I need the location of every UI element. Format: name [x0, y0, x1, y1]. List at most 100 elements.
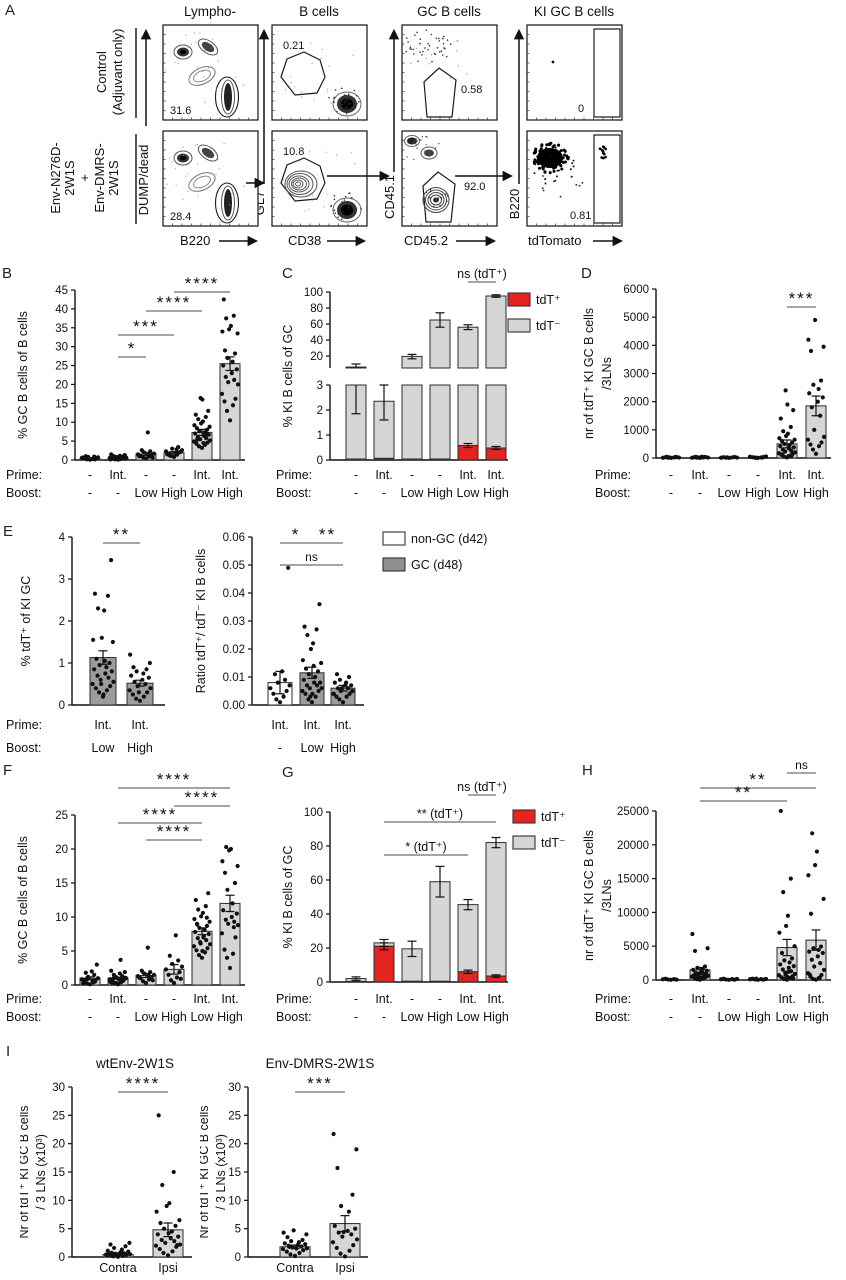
scatter-point — [813, 451, 819, 456]
bar-tdt-neg — [429, 384, 451, 460]
panel-label-f: F — [3, 762, 13, 779]
sig-label: ** (tdT⁺) — [417, 807, 463, 821]
density-dot — [312, 199, 314, 201]
xrow-label: Prime: — [595, 992, 631, 1006]
scatter-point — [691, 967, 696, 972]
scatter-point — [705, 455, 711, 460]
scatter-point — [202, 927, 207, 933]
scatter-point — [200, 419, 205, 424]
scatter-point — [789, 440, 795, 445]
scatter-point — [689, 455, 695, 460]
scatter-point — [275, 680, 280, 685]
scatter-point — [318, 680, 323, 685]
scatter-point — [809, 957, 814, 962]
scatter-point — [778, 444, 783, 449]
scatter-point — [817, 975, 822, 980]
xrow-value: - — [756, 468, 760, 482]
xrow-label: Boost: — [595, 1010, 630, 1024]
xrow-value: - — [382, 1010, 386, 1024]
scatter-point — [176, 958, 181, 963]
xrow-value: - — [116, 486, 120, 500]
scatter-point — [201, 440, 206, 446]
xrow-value: - — [698, 1010, 702, 1024]
scatter-point — [136, 690, 141, 695]
scatter-point — [201, 433, 206, 438]
scatter-point — [153, 1243, 159, 1248]
scatter-point — [287, 1244, 292, 1249]
y-tick-label: 4 — [59, 532, 66, 544]
scatter-point — [103, 671, 108, 676]
xrow-value: Int. — [193, 468, 210, 482]
y-axis-title: Nr of tdT⁺ KI GC B cells — [20, 1105, 31, 1238]
scatter-point — [204, 431, 209, 437]
density-dot — [174, 62, 176, 64]
density-dot — [203, 76, 205, 78]
legend-swatch — [512, 809, 536, 824]
scatter-point — [166, 972, 171, 977]
y-tick-label: 25 — [52, 1110, 65, 1122]
y-tick-label: 3 — [317, 380, 323, 392]
density-dot — [311, 194, 313, 196]
scatter-point — [141, 671, 146, 676]
scatter-point — [819, 440, 824, 445]
density-dot — [533, 172, 536, 175]
scatter-point — [168, 1236, 173, 1241]
scatter-point — [170, 446, 175, 451]
density-dot — [559, 154, 562, 157]
density-dot — [542, 189, 545, 192]
density-dot — [559, 195, 562, 198]
y-axis-title: nr of tdT⁺ KI GC B cells — [582, 830, 596, 961]
y-axis-title: / 3 LNs (x10³) — [214, 1134, 228, 1210]
scatter-point — [94, 656, 99, 661]
scatter-point — [300, 688, 305, 694]
density-dot — [541, 187, 544, 190]
y-tick-label: 0.04 — [223, 588, 246, 600]
scatter-point — [108, 558, 114, 563]
density-dot — [323, 206, 325, 208]
scatter-point — [308, 646, 314, 652]
density-dot — [202, 70, 204, 73]
density-dot — [410, 62, 412, 65]
gate-value: 31.6 — [170, 105, 191, 117]
density-dot — [575, 183, 578, 186]
scatter-point — [813, 862, 818, 868]
density-dot — [427, 42, 430, 45]
density-dot — [343, 199, 346, 201]
density-dot — [196, 66, 198, 68]
xrow-value: Low — [401, 1010, 425, 1024]
scatter-point — [808, 348, 814, 354]
scatter-point — [192, 423, 197, 428]
scatter-point — [168, 978, 174, 983]
scatter-point — [308, 694, 313, 699]
density-dot — [347, 204, 350, 206]
x-axis-label-cd38: CD38 — [288, 233, 321, 248]
xrow-label: Boost: — [6, 1010, 41, 1024]
y-tick-label: 0.03 — [223, 616, 245, 628]
density-dot — [424, 150, 426, 152]
scatter-point — [307, 686, 312, 691]
xrow-value: Int. — [487, 468, 504, 482]
density-dot — [185, 175, 187, 177]
xrow-value: - — [438, 992, 442, 1006]
xrow-value: Low — [457, 486, 481, 500]
density-dot — [564, 160, 567, 164]
scatter-point — [786, 965, 791, 970]
density-dot — [344, 101, 346, 103]
xrow-value: Int. — [807, 992, 824, 1006]
density-dot — [406, 156, 408, 158]
scatter-point — [754, 976, 759, 981]
y-tick-label: 80 — [310, 841, 323, 853]
scatter-point — [109, 669, 114, 674]
scatter-point — [698, 971, 703, 976]
scatter-point — [196, 444, 202, 449]
scatter-point — [718, 977, 724, 982]
panel-a-flow: Lympho- B cells GC B cells KI GC B cells… — [48, 4, 624, 248]
density-dot — [347, 93, 350, 95]
xrow-value: - — [172, 468, 176, 482]
density-dot — [556, 175, 558, 178]
scatter-point — [281, 1230, 286, 1235]
scatter-point — [108, 684, 113, 689]
y-tick-label: 20 — [228, 1139, 241, 1151]
scatter-point — [174, 975, 180, 980]
